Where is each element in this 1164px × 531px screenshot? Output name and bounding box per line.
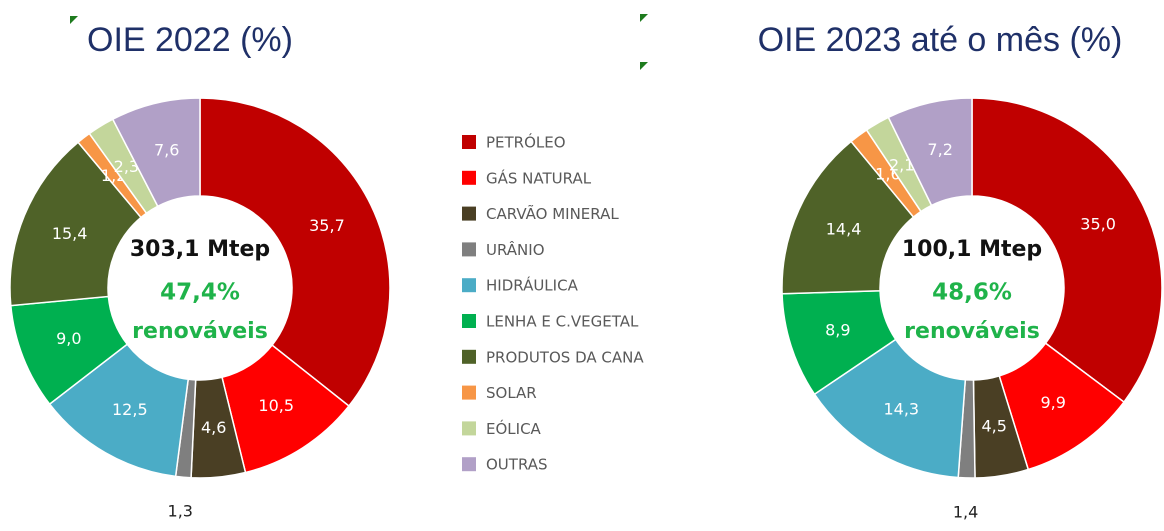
legend-label: GÁS NATURAL [486, 168, 592, 187]
legend-label: SOLAR [486, 384, 537, 402]
legend-swatch [462, 170, 476, 185]
data-label: 9,9 [1040, 393, 1065, 412]
chart-title: OIE 2023 até o mês (%) [758, 21, 1123, 59]
data-label: 4,6 [201, 418, 226, 437]
legend-label: CARVÃO MINERAL [486, 204, 619, 223]
data-label: 4,5 [981, 417, 1006, 436]
data-label: 8,9 [825, 321, 850, 340]
data-label: 1,4 [953, 502, 978, 521]
donut-slice [111, 97, 201, 208]
legend-swatch [462, 457, 476, 472]
legend-label: URÂNIO [486, 240, 545, 259]
data-label: 7,6 [154, 140, 179, 159]
legend-swatch [462, 421, 476, 436]
center-share: 47,4% [160, 280, 240, 306]
center-note: renováveis [904, 319, 1040, 344]
data-label: 14,3 [883, 399, 919, 418]
data-label: 10,5 [258, 396, 294, 415]
center-total: 100,1 Mtep [902, 237, 1042, 262]
legend-swatch [462, 242, 476, 257]
legend-label: PETRÓLEO [486, 133, 566, 152]
data-label: 15,4 [52, 224, 88, 243]
center-note: renováveis [132, 319, 268, 344]
legend-label: PRODUTOS DA CANA [486, 348, 644, 366]
legend-label: HIDRÁULICA [486, 276, 579, 295]
legend-label: LENHA E C.VEGETAL [486, 313, 639, 331]
legend-swatch [462, 314, 476, 328]
center-share: 48,6% [932, 280, 1012, 306]
legend-swatch [462, 278, 476, 293]
legend-swatch [462, 349, 476, 364]
data-label: 7,2 [927, 140, 952, 159]
data-label: 9,0 [56, 329, 81, 348]
chart-title: OIE 2022 (%) [87, 21, 293, 59]
decor [640, 14, 648, 22]
data-label: 2,1 [889, 155, 914, 174]
donut-slice [971, 97, 1163, 404]
donut-slice [887, 97, 973, 207]
data-label: 14,4 [826, 219, 862, 238]
decor [70, 16, 78, 24]
legend-label: EÓLICA [486, 419, 542, 438]
donut-slice [781, 140, 915, 295]
decor [640, 62, 648, 70]
data-label: 12,5 [112, 400, 148, 419]
data-label: 2,3 [114, 157, 139, 176]
legend-label: OUTRAS [486, 456, 548, 474]
data-label: 35,7 [309, 216, 345, 235]
donut-slice [199, 97, 391, 408]
data-label: 35,0 [1080, 214, 1116, 233]
legend-swatch [462, 135, 476, 149]
legend-swatch [462, 206, 476, 221]
data-label: 1,3 [168, 502, 193, 521]
center-total: 303,1 Mtep [130, 237, 270, 262]
legend-swatch [462, 385, 476, 400]
